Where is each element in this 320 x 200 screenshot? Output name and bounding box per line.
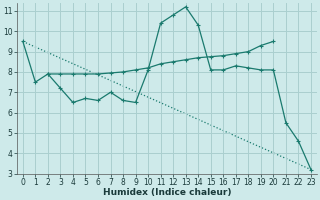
X-axis label: Humidex (Indice chaleur): Humidex (Indice chaleur) (103, 188, 231, 197)
